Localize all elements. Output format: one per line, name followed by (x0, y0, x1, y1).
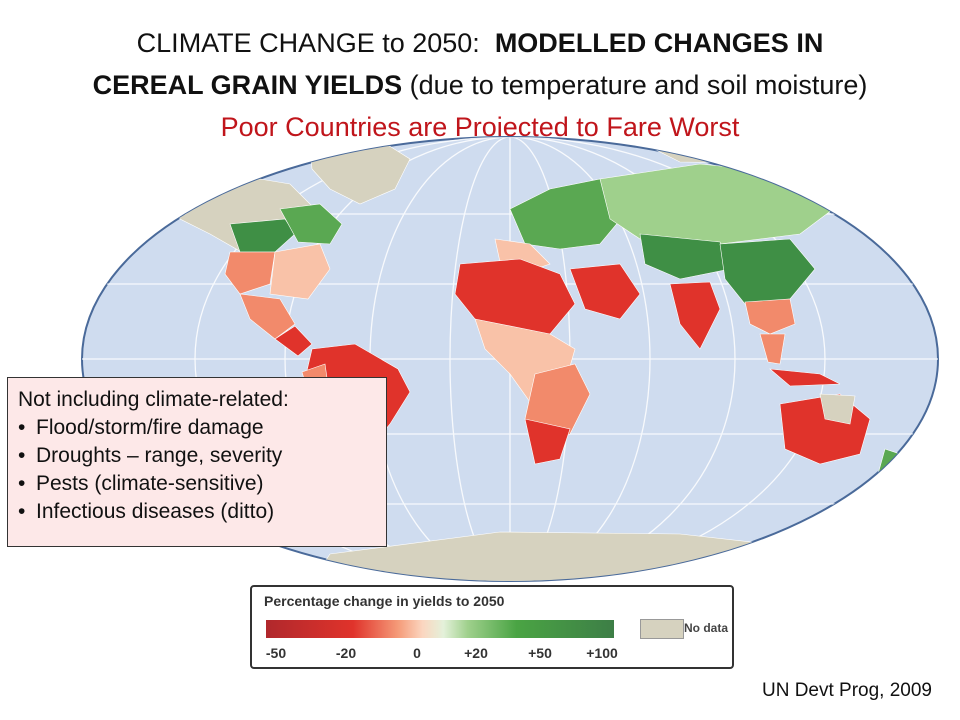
southeast-asia (759, 333, 786, 365)
legend-color-scale (266, 620, 614, 638)
source-credit: UN Devt Prog, 2009 (761, 680, 932, 701)
mexico (239, 293, 296, 340)
note-item: Pests (climate-sensitive) (18, 470, 376, 498)
central-asia (639, 233, 731, 280)
canada-east (279, 203, 343, 245)
no-data-label: No data (684, 621, 729, 635)
legend-tick: +100 (586, 645, 618, 661)
arctic-russia (639, 137, 882, 165)
note-heading: Not including climate-related: (18, 388, 289, 411)
legend-ticks: -50 -20 0 +20 +50 +100 (260, 645, 630, 665)
legend-title: Percentage change in yields to 2050 (264, 593, 505, 609)
canada-prairies (229, 218, 296, 253)
title-line-1: CLIMATE CHANGE to 2050: MODELLED CHANGES… (136, 28, 824, 58)
legend-tick: -20 (335, 645, 357, 661)
legend-tick: 0 (413, 645, 421, 661)
central-america (274, 325, 313, 357)
slide-title: CLIMATE CHANGE to 2050: MODELLED CHANGES… (0, 22, 960, 148)
map-legend: Percentage change in yields to 2050 -50 … (250, 585, 734, 669)
india (669, 281, 721, 350)
note-item: Droughts – range, severity (18, 442, 376, 470)
exclusions-note: Not including climate-related: Flood/sto… (7, 377, 387, 547)
legend-tick: +20 (464, 645, 488, 661)
china-south (744, 298, 796, 335)
note-item: Flood/storm/fire damage (18, 414, 376, 442)
southern-africa (524, 418, 571, 465)
usa-east (269, 243, 331, 300)
note-item: Infectious diseases (ditto) (18, 498, 376, 526)
no-data-swatch (640, 619, 684, 639)
legend-tick: +50 (528, 645, 552, 661)
middle-east (569, 263, 641, 320)
legend-tick: -50 (265, 645, 287, 661)
usa-west (224, 251, 276, 295)
australia-interior (819, 393, 856, 425)
indonesia (769, 368, 841, 387)
title-line-2: CEREAL GRAIN YIELDS (due to temperature … (92, 70, 868, 100)
note-list: Flood/storm/fire damage Droughts – range… (18, 414, 376, 526)
